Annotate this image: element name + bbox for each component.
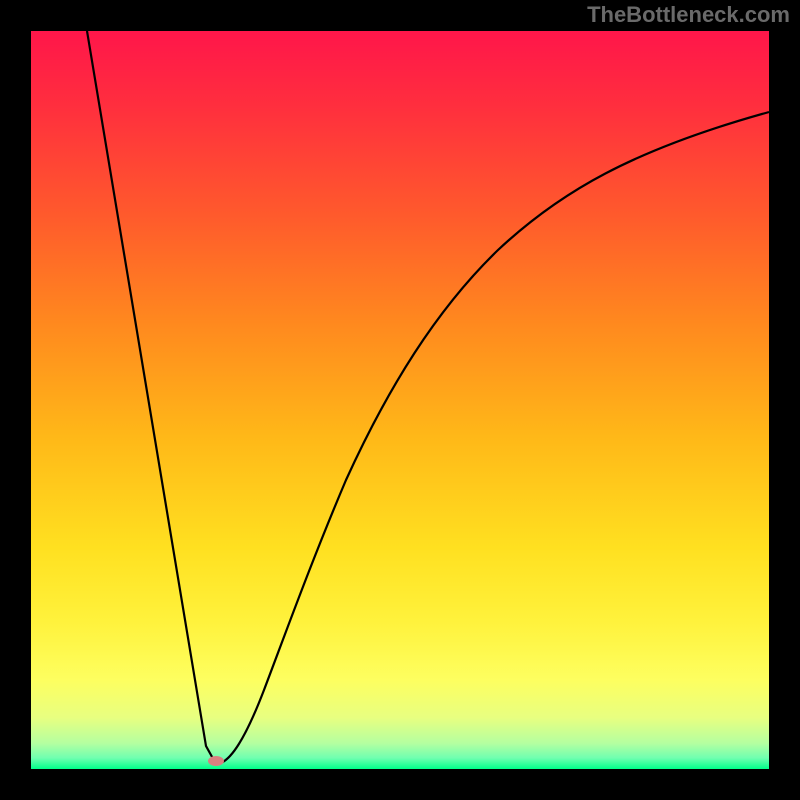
minimum-marker [208,756,224,766]
chart-svg [0,0,800,800]
watermark-text: TheBottleneck.com [587,2,790,28]
bottleneck-chart: TheBottleneck.com [0,0,800,800]
chart-background [31,31,769,769]
